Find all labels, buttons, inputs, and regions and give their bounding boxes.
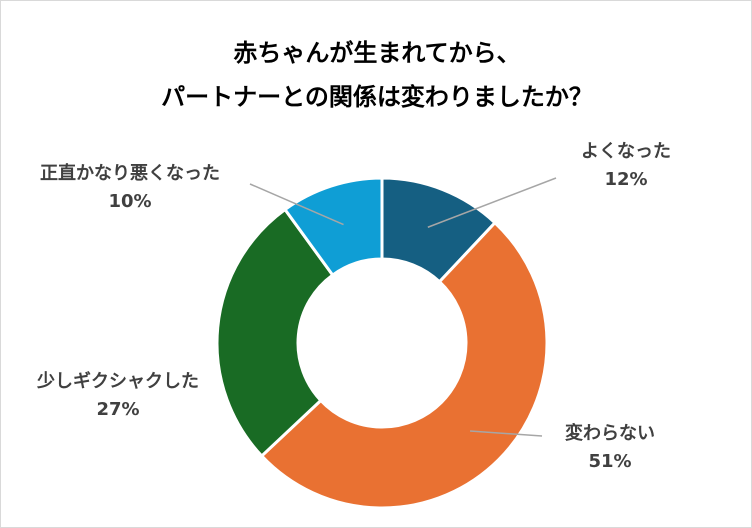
label-gikushaku: 少しギクシャクした 27% [8, 368, 228, 424]
chart-title-line-1: 赤ちゃんが生まれてから、 [233, 39, 521, 67]
slice-warukunatta [283, 176, 384, 277]
leader-yoku-natta [427, 177, 557, 228]
chart-title: 赤ちゃんが生まれてから、 パートナーとの関係は変わりましたか？ [1, 31, 752, 119]
chart-title-line-2: パートナーとの関係は変わりましたか？ [161, 83, 593, 111]
slice-gikushaku [215, 208, 335, 458]
label-kawaranai: 変わらない 51% [530, 420, 690, 476]
label-yoku-natta: よくなった 12% [556, 138, 696, 194]
label-gikushaku-category: 少しギクシャクした [37, 371, 199, 392]
label-warukunatta: 正直かなり悪くなった 10% [10, 160, 250, 216]
label-yoku-natta-value: 12% [604, 169, 648, 190]
label-yoku-natta-category: よくなった [581, 141, 671, 162]
label-warukunatta-category: 正直かなり悪くなった [40, 163, 220, 184]
leader-kawaranai [469, 430, 543, 437]
label-gikushaku-value: 27% [96, 399, 140, 420]
label-kawaranai-value: 51% [588, 451, 632, 472]
label-kawaranai-category: 変わらない [565, 423, 655, 444]
leader-warukunatta [249, 183, 344, 226]
slice-kawaranai [260, 221, 549, 510]
label-warukunatta-value: 10% [108, 191, 152, 212]
